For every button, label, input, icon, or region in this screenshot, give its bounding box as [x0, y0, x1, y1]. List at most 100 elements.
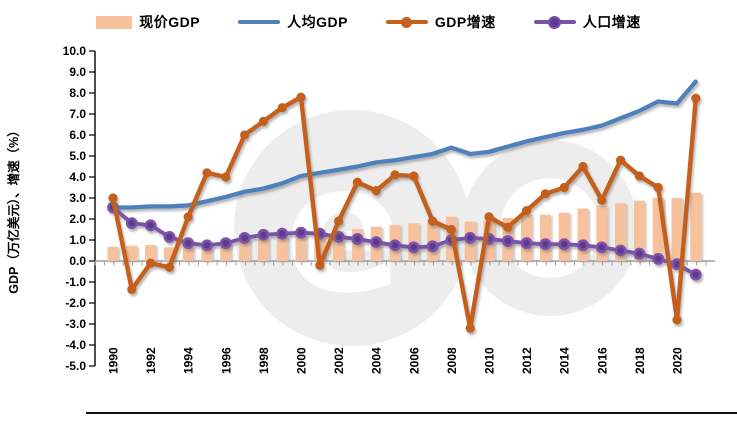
bar-1998 — [257, 238, 269, 261]
gdp-growth-line-point-1995 — [202, 168, 212, 178]
y-tick-label: -2.0 — [65, 296, 86, 310]
gdp-growth-line-path — [110, 94, 698, 331]
x-tick-label: 1992 — [144, 347, 158, 374]
legend-item-gdp-growth: GDP增速 — [385, 12, 496, 32]
gdp-growth-line-point-2018 — [634, 171, 645, 181]
y-tick-label: 1.0 — [69, 233, 86, 247]
gdp-growth-line-point-2003 — [352, 177, 362, 187]
x-tick-label: 2018 — [633, 347, 647, 374]
population-growth-line-point-2000 — [295, 226, 307, 239]
bar-2013 — [539, 214, 551, 261]
gdp-growth-line-point-2002 — [334, 216, 344, 226]
x-tick-label: 2000 — [295, 347, 309, 374]
gdp-growth-line-point-2005 — [390, 170, 400, 180]
population-growth-line-point-1997 — [238, 231, 251, 244]
population-growth-line-point-2017 — [614, 244, 627, 257]
gdp-growth-line-point-2009 — [465, 323, 475, 333]
line-marker-swatch-icon — [533, 15, 576, 29]
y-tick-label: 4.0 — [69, 170, 86, 184]
gdp-growth-line-point-2014 — [559, 182, 569, 193]
y-tick-label: -3.0 — [65, 317, 86, 331]
y-tick-label: 3.0 — [69, 191, 86, 205]
population-growth-line-point-2018 — [633, 247, 646, 260]
population-growth-line-point-1999 — [276, 227, 289, 240]
bar-1992 — [145, 245, 157, 261]
population-growth-line-point-1996 — [219, 237, 232, 250]
x-tick-label: 1990 — [107, 347, 121, 374]
population-growth-line-point-2011 — [501, 235, 514, 247]
gdp-growth-line-point-1996 — [221, 172, 231, 182]
gdp-growth-line-point-2013 — [540, 189, 551, 199]
bar-1993 — [163, 247, 175, 261]
bar-2017 — [615, 203, 627, 261]
y-tick-label: 0.0 — [69, 254, 86, 268]
bar-1991 — [126, 245, 138, 261]
x-tick-label: 2002 — [332, 347, 346, 374]
gdp-growth-line-point-2010 — [484, 212, 494, 222]
population-growth-line-point-2005 — [389, 239, 401, 252]
y-tick-label: 8.0 — [69, 86, 86, 100]
gdp-growth-line-point-2021 — [691, 93, 701, 103]
y-tick-label: 2.0 — [69, 212, 86, 226]
x-tick-label: 2010 — [483, 347, 497, 374]
legend-item-population-growth: 人口增速 — [533, 12, 641, 32]
chart-legend: 现价GDP 人均GDP GDP增速 人口增速 — [0, 12, 737, 32]
bar-2000 — [295, 234, 307, 261]
population-growth-line-point-2019 — [652, 252, 665, 265]
y-tick-label: 7.0 — [69, 107, 86, 121]
population-growth-line-point-2013 — [539, 238, 552, 251]
population-growth-line-point-2004 — [370, 236, 383, 248]
per-capita-gdp-line — [110, 79, 698, 210]
gdp-growth-line-point-1992 — [146, 258, 156, 268]
gdp-growth-line-point-2004 — [371, 186, 381, 196]
y-tick-label: -1.0 — [65, 275, 86, 289]
legend-label: 人均GDP — [287, 14, 348, 30]
population-growth-line — [107, 201, 702, 281]
population-growth-line-point-2014 — [558, 238, 571, 251]
legend-item-per-capita-gdp: 人均GDP — [238, 12, 348, 32]
gdp-growth-line-point-2008 — [446, 224, 456, 235]
population-growth-line-point-1995 — [201, 239, 213, 252]
x-tick-label: 1994 — [182, 347, 196, 374]
x-tick-label: 1996 — [219, 347, 233, 374]
gdp-growth-line-point-1999 — [277, 103, 287, 113]
population-growth-line-path — [111, 205, 698, 277]
gdp-growth-line — [108, 92, 701, 333]
gdp-growth-line-point-2007 — [428, 216, 438, 226]
y-tick-label: -4.0 — [65, 338, 86, 352]
bar-2002 — [333, 230, 345, 261]
bar-1997 — [239, 238, 251, 261]
bar-2016 — [596, 205, 608, 261]
x-tick-label: 2006 — [407, 347, 421, 374]
legend-label: 现价GDP — [139, 14, 201, 30]
x-tick-label: 2012 — [520, 347, 534, 374]
bottom-divider — [86, 412, 737, 414]
bar-2015 — [577, 208, 589, 261]
bar-2021 — [690, 192, 702, 261]
population-growth-line-point-1993 — [163, 230, 176, 243]
gdp-growth-line-point-2012 — [522, 206, 532, 216]
bar-2020 — [671, 198, 683, 261]
population-growth-line-point-2009 — [464, 231, 477, 244]
y-tick-label: 9.0 — [69, 65, 86, 79]
gdp-growth-line-point-2011 — [503, 222, 513, 232]
gdp-growth-line-point-1993 — [164, 262, 174, 272]
population-growth-line-point-1998 — [257, 228, 270, 241]
bar-swatch-icon — [96, 15, 133, 29]
gdp-growth-line-point-2006 — [409, 171, 419, 181]
per-capita-gdp-line-path — [110, 79, 698, 210]
x-tick-label: 2008 — [445, 347, 459, 374]
gdp-growth-line-point-2016 — [597, 195, 607, 205]
population-growth-line-point-2003 — [351, 233, 364, 245]
x-tick-label: 1998 — [257, 347, 271, 374]
population-growth-line-point-1994 — [182, 237, 195, 250]
line-swatch-icon — [238, 15, 281, 29]
x-tick-label: 2020 — [671, 347, 685, 374]
gdp-growth-line-point-1994 — [183, 212, 193, 222]
population-growth-line-point-2006 — [407, 241, 420, 254]
gdp-growth-line-point-2019 — [653, 182, 663, 193]
gdp-growth-line-point-2020 — [672, 315, 682, 325]
legend-label: 人口增速 — [582, 14, 641, 30]
